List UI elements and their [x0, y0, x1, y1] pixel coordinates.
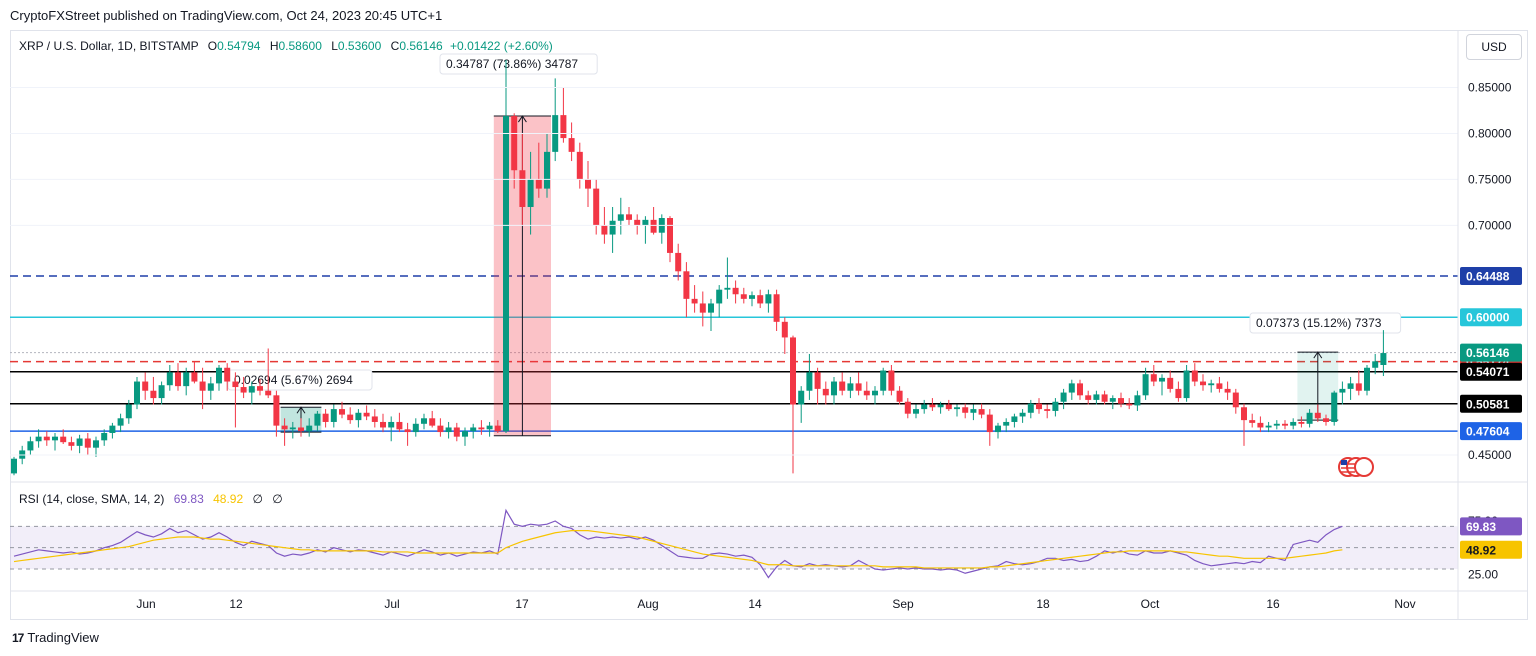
footer-brand[interactable]: TradingView [27, 630, 99, 645]
currency-button[interactable]: USD [1466, 34, 1522, 60]
high-value: 0.58600 [278, 39, 322, 53]
symbol-legend: XRP / U.S. Dollar, 1D, BITSTAMP O0.54794… [19, 39, 553, 53]
rsi-empty-2: ∅ [272, 492, 283, 506]
rsi-empty-1: ∅ [252, 492, 263, 506]
rsi-sma-value: 48.92 [213, 492, 244, 506]
open-label: O [207, 39, 218, 53]
published-line: CryptoFXStreet published on TradingView.… [10, 8, 443, 23]
close-label: C [390, 39, 400, 53]
rsi-title[interactable]: RSI (14, close, SMA, 14, 2) [19, 492, 165, 506]
low-value: 0.53600 [337, 39, 382, 53]
rsi-value: 69.83 [173, 492, 204, 506]
open-value: 0.54794 [217, 39, 261, 53]
chart-frame [10, 30, 1528, 620]
change-value: +0.01422 (+2.60%) [450, 39, 553, 53]
rsi-legend: RSI (14, close, SMA, 14, 2) 69.83 48.92 … [19, 492, 283, 506]
symbol-title[interactable]: XRP / U.S. Dollar, 1D, BITSTAMP [19, 39, 199, 53]
footer: 17 TradingView [12, 630, 99, 645]
low-label: L [331, 39, 338, 53]
high-label: H [269, 39, 279, 53]
tradingview-logo-icon: 17 [12, 630, 24, 645]
close-value: 0.56146 [399, 39, 443, 53]
